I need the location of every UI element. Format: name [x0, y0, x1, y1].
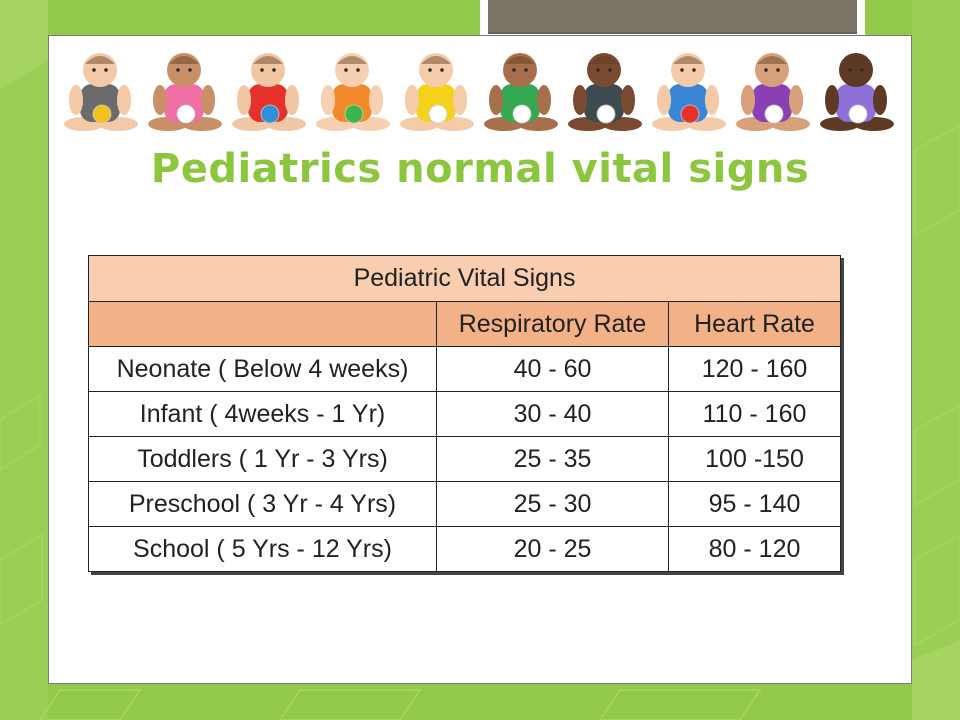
baby-figure [820, 53, 894, 131]
respiratory-rate-cell: 20 - 25 [436, 526, 669, 572]
table-row: School ( 5 Yrs - 12 Yrs) 20 - 25 80 - 12… [88, 526, 842, 572]
heart-rate-cell: 80 - 120 [667, 526, 842, 572]
baby-figure [316, 53, 390, 131]
baby-figure [64, 53, 138, 131]
table-row: Neonate ( Below 4 weeks) 40 - 60 120 - 1… [88, 346, 842, 392]
header-heart-rate: Heart Rate [667, 301, 842, 347]
table-row: Preschool ( 3 Yr - 4 Yrs) 25 - 30 95 - 1… [88, 481, 842, 527]
respiratory-rate-cell: 25 - 30 [436, 481, 669, 527]
heart-rate-cell: 110 - 160 [667, 391, 842, 437]
slide-title: Pediatrics normal vital signs [150, 146, 810, 192]
respiratory-rate-cell: 25 - 35 [436, 436, 669, 482]
header-age-group [88, 301, 437, 347]
baby-figure [652, 53, 726, 131]
top-tab-bar [488, 0, 857, 34]
age-group-cell: Preschool ( 3 Yr - 4 Yrs) [88, 481, 437, 527]
table-row: Toddlers ( 1 Yr - 3 Yrs) 25 - 35 100 -15… [88, 436, 842, 482]
heart-rate-cell: 100 -150 [667, 436, 842, 482]
heart-rate-cell: 120 - 160 [667, 346, 842, 392]
respiratory-rate-cell: 40 - 60 [436, 346, 669, 392]
baby-figure [568, 53, 642, 131]
age-group-cell: Toddlers ( 1 Yr - 3 Yrs) [88, 436, 437, 482]
baby-figure [736, 53, 810, 131]
table-caption-row: Pediatric Vital Signs [87, 255, 842, 302]
age-group-cell: Neonate ( Below 4 weeks) [88, 346, 437, 392]
vital-signs-table: Pediatric Vital Signs Respiratory Rate H… [87, 255, 842, 572]
table-caption: Pediatric Vital Signs [87, 255, 842, 302]
table-header-row: Respiratory Rate Heart Rate [88, 301, 842, 347]
age-group-cell: School ( 5 Yrs - 12 Yrs) [88, 526, 437, 572]
baby-figure [148, 53, 222, 131]
table-row: Infant ( 4weeks - 1 Yr) 30 - 40 110 - 16… [88, 391, 842, 437]
babies-photo-icon [64, 53, 894, 131]
age-group-cell: Infant ( 4weeks - 1 Yr) [88, 391, 437, 437]
baby-figure [400, 53, 474, 131]
top-tab-decoration [480, 0, 865, 36]
heart-rate-cell: 95 - 140 [667, 481, 842, 527]
respiratory-rate-cell: 30 - 40 [436, 391, 669, 437]
baby-figure [484, 53, 558, 131]
header-respiratory-rate: Respiratory Rate [436, 301, 669, 347]
baby-figure [232, 53, 306, 131]
